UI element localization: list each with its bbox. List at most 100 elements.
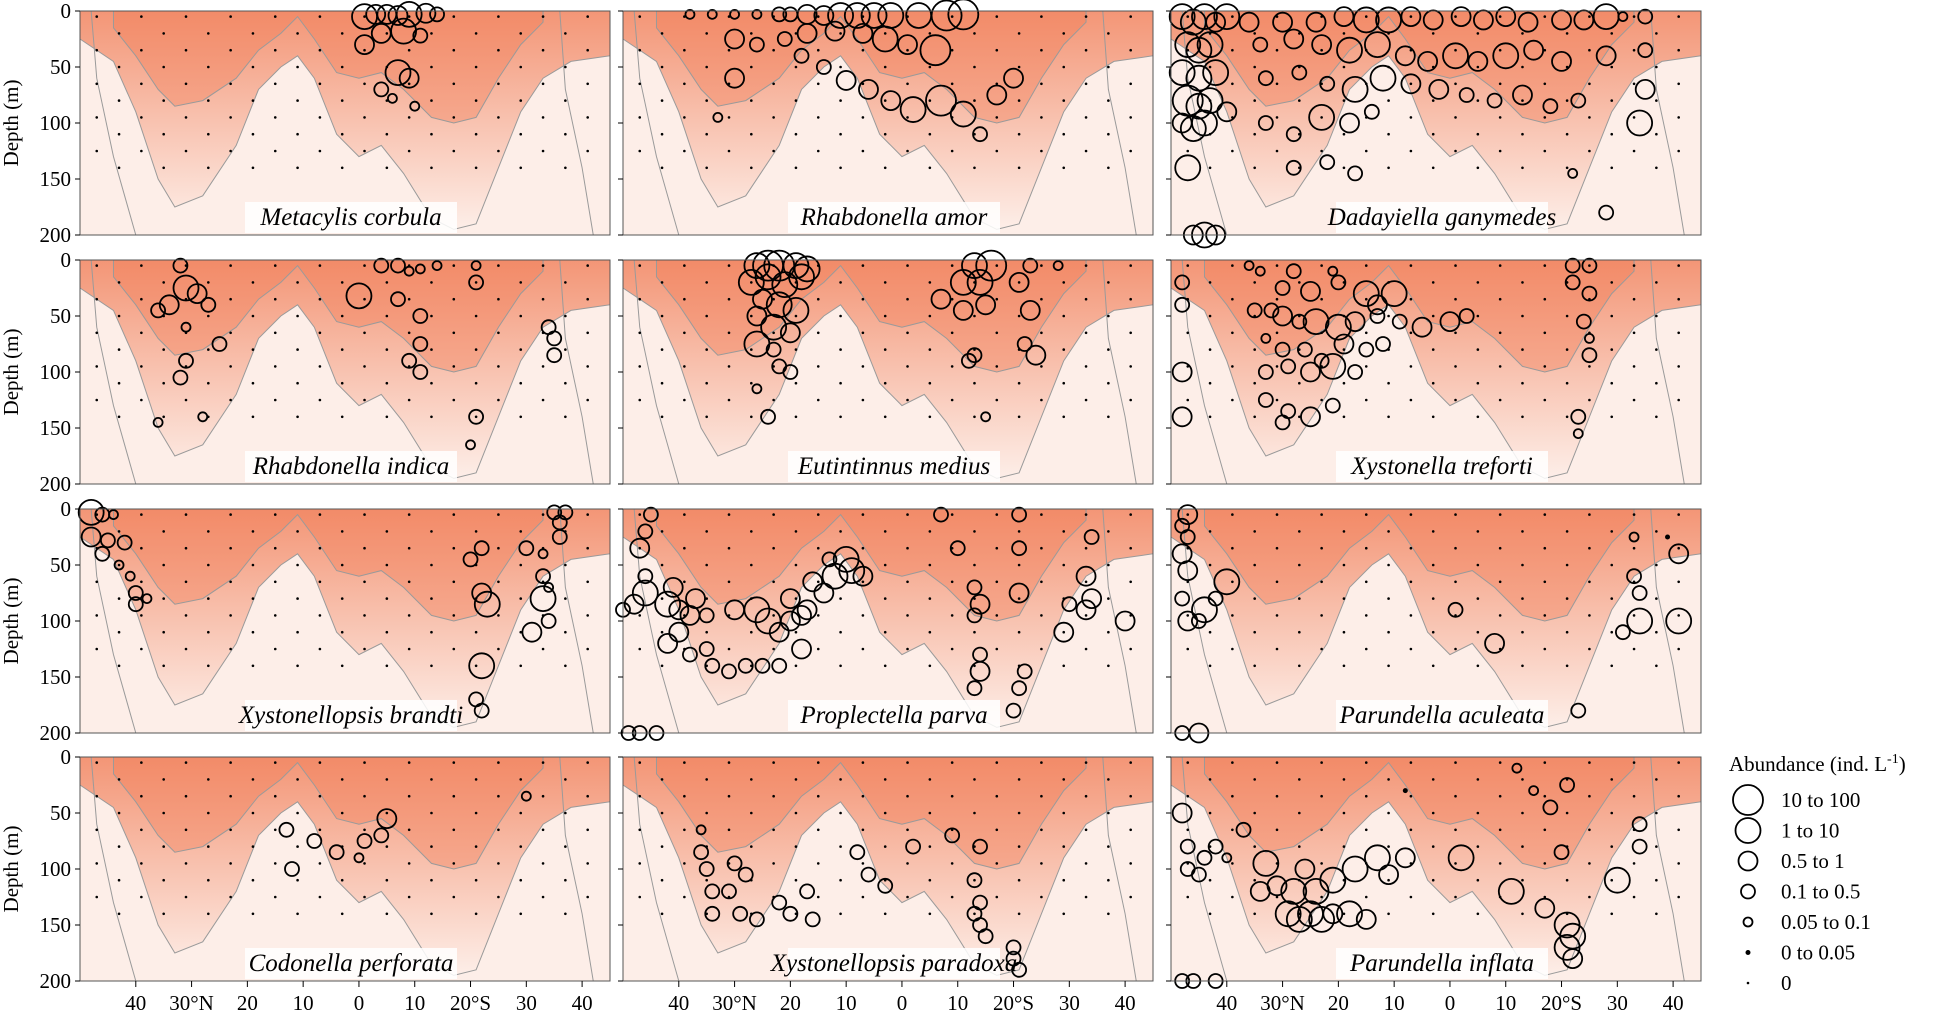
sample-dot [1454,297,1457,301]
abundance-bubble [1207,838,1224,855]
sample-dot [519,314,523,318]
abundance-bubble [1570,408,1587,425]
sample-dot [207,912,210,916]
sample-dot [564,99,567,102]
sample-dot [95,116,99,119]
sample-dot [750,65,753,69]
sample-dot [407,116,411,119]
sample-dot [117,912,121,916]
sample-dot [273,82,277,86]
x-tick-label: 10 [1495,991,1516,1012]
sample-dot [906,365,909,368]
sample-dot [1084,761,1088,764]
sample-dot [586,82,589,86]
sample-dot [541,647,545,651]
abundance-bubble [429,6,445,23]
sample-dot [430,597,433,600]
sample-dot [1431,530,1435,533]
species-label: Parundella inflata [1349,950,1534,977]
sample-dot [318,513,322,516]
sample-dot [1521,811,1524,815]
sample-dot [117,281,121,284]
sample-dot [497,398,500,402]
sample-dot [1655,65,1658,69]
abundance-bubble [373,257,390,274]
sample-dot [1320,149,1323,153]
sample-dot [1632,398,1636,402]
abundance-bubble [1570,92,1587,109]
sample-dot [474,811,478,815]
abundance-bubble [966,268,994,296]
sample-dot [1521,778,1524,781]
abundance-bubble [1114,610,1136,632]
sample-dot [950,862,954,865]
sample-dot [363,794,366,798]
sample-dot [772,116,775,119]
x-tick-label: 30°N [712,991,757,1012]
sample-dot [162,166,165,170]
sample-dot [229,48,232,52]
sample-dot [385,348,389,351]
abundance-bubble [1283,28,1305,50]
sample-dot [474,912,478,916]
species-label: Proplectella parva [799,702,987,729]
sample-dot [727,48,731,52]
sample-dot [794,32,798,35]
sample-dot [928,845,932,848]
abundance-bubble [1266,875,1288,897]
sample-dot [1364,149,1368,153]
sample-dot [1498,761,1502,764]
abundance-bubble [1375,336,1391,352]
x-tick-label: 10 [1384,991,1405,1012]
sample-dot [1107,65,1110,69]
abundance-bubble [1634,79,1656,100]
sample-dot [1543,264,1547,267]
abundance-bubble [849,844,866,861]
sample-dot [816,895,820,899]
sample-dot [363,513,366,516]
sample-dot [705,778,708,781]
sample-dot [750,348,753,351]
legend-symbol [1740,883,1756,900]
abundance-bubble [737,866,754,883]
sample-dot [883,912,887,916]
sample-dot [1062,530,1066,533]
panel-proplectella-parva: Proplectella parva [615,506,1154,741]
sample-dot [995,513,999,516]
abundance-bubble [1319,75,1336,92]
sample-dot [184,895,188,899]
abundance-bubble [782,296,810,324]
sample-dot [586,264,589,267]
sample-dot [407,647,411,651]
sample-dot [1498,828,1502,832]
abundance-bubble [765,341,782,358]
sample-dot [683,149,686,153]
abundance-bubble [537,548,549,560]
abundance-bubble [1272,11,1293,33]
sample-dot [1253,811,1256,815]
sample-dot [1298,597,1301,600]
sample-dot [1320,546,1323,550]
sample-dot [861,48,865,52]
sample-dot [273,149,277,153]
abundance-bubble [813,5,835,26]
sample-dot [95,48,99,52]
abundance-bubble [1559,777,1576,793]
sample-dot [705,99,708,102]
abundance-bubble [1179,838,1196,855]
sample-dot [1231,149,1234,153]
sample-dot [519,415,523,419]
abundance-bubble [1631,816,1648,833]
sample-dot [1476,563,1480,567]
sample-dot [839,99,842,102]
sample-dot [1107,664,1110,668]
sample-dot [1454,365,1457,368]
abundance-bubble [1442,42,1469,70]
abundance-bubble [1626,607,1654,635]
sample-dot [705,281,708,284]
sample-dot [251,597,255,600]
sample-dot [727,828,731,832]
sample-dot [95,15,99,18]
sample-dot [995,580,999,584]
